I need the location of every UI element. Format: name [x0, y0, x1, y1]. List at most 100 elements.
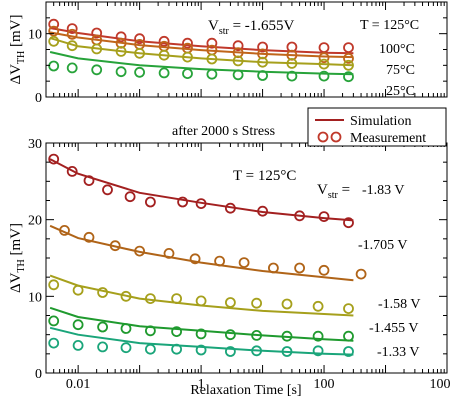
meas-point-p1-s1-0 — [59, 224, 70, 236]
meas-point-p1-s1-7 — [238, 257, 250, 269]
meas-point-p1-s2-9 — [281, 298, 293, 310]
meas-point-p0-s1-12 — [343, 53, 354, 64]
meas-point-p1-s2-10 — [312, 300, 324, 312]
meas-point-p0-s2-0 — [48, 35, 60, 47]
meas-point-p1-s2-11 — [343, 303, 354, 315]
meas-point-p0-s0-3 — [115, 31, 127, 43]
meas-point-p1-s1-8 — [267, 262, 279, 274]
meas-point-p1-s0-2 — [83, 175, 95, 187]
sim-line-p1-s4 — [49, 326, 354, 356]
sim-line-p1-s1 — [49, 224, 354, 282]
stress-caption: after 2000 s Stress — [172, 124, 275, 139]
meas-point-p0-s0-1 — [66, 23, 78, 35]
top-ticks: 0 10 — [28, 1, 448, 106]
meas-point-p0-s2-11 — [318, 58, 330, 70]
meas-point-p0-s2-3 — [115, 46, 127, 57]
y-tick-label-p1-0: 0 — [35, 367, 42, 382]
x-tick-label-2: 100 — [314, 377, 335, 392]
meas-point-p1-s2-0 — [48, 279, 60, 291]
meas-point-p1-s4-3 — [120, 342, 132, 354]
voltage-label-1: -1.83 V — [362, 183, 405, 198]
meas-point-p0-s1-1 — [66, 28, 78, 40]
meas-point-p1-s3-11 — [343, 330, 354, 342]
meas-point-p1-s0-10 — [294, 210, 306, 222]
sim-line-p0-s2 — [49, 37, 354, 67]
meas-point-p1-s0-5 — [144, 196, 156, 208]
meas-point-p0-s3-2 — [91, 64, 103, 76]
meas-point-p0-s1-11 — [318, 52, 330, 64]
meas-point-p0-s2-4 — [134, 47, 146, 59]
meas-point-p1-s3-4 — [144, 325, 156, 337]
meas-point-p0-s3-5 — [158, 67, 170, 79]
sim-line-p1-s3 — [49, 306, 354, 342]
meas-point-p1-s1-2 — [109, 240, 121, 252]
temperature-annotation: T = 125°C — [233, 168, 296, 184]
meas-point-p0-s0-9 — [257, 41, 269, 53]
meas-point-p1-s3-9 — [281, 330, 293, 342]
y-tick-label-p0-1: 10 — [28, 28, 42, 43]
meas-point-p0-s2-12 — [343, 59, 354, 71]
meas-point-p1-s0-9 — [257, 205, 269, 217]
meas-point-p1-s3-7 — [224, 329, 236, 341]
meas-point-p0-s0-8 — [232, 40, 244, 52]
meas-point-p0-s3-4 — [134, 66, 146, 78]
meas-point-p0-s0-5 — [158, 35, 170, 47]
meas-point-p1-s4-5 — [171, 343, 183, 355]
bottom-y-axis-label: ΔVTH [mV] — [8, 223, 27, 293]
temp-label-100: 100°C — [379, 42, 415, 57]
meas-point-p0-s1-0 — [48, 25, 60, 37]
meas-point-p0-s0-2 — [91, 27, 103, 39]
meas-point-p0-s2-5 — [158, 49, 170, 61]
top-panel: 0 10 ΔVTH [mV] Vstr = -1.655V T = 125°C 1… — [8, 1, 448, 106]
bottom-data-layer — [48, 153, 367, 357]
meas-point-p0-s3-3 — [115, 66, 127, 78]
meas-point-p1-s0-11 — [318, 211, 330, 223]
meas-point-p1-s4-11 — [343, 346, 354, 357]
meas-point-p0-s0-11 — [318, 42, 330, 53]
y-tick-label-p1-3: 30 — [28, 137, 42, 152]
legend: Simulation Measurement — [307, 107, 447, 147]
meas-point-p1-s2-8 — [251, 297, 263, 309]
meas-point-p1-s3-3 — [120, 323, 132, 334]
legend-simulation-label: Simulation — [350, 114, 411, 129]
meas-point-p1-s0-1 — [66, 165, 78, 177]
legend-measurement-marker-2 — [330, 131, 342, 143]
meas-point-p1-s0-4 — [124, 191, 136, 203]
meas-point-p1-s2-2 — [97, 287, 108, 298]
meas-point-p1-s2-5 — [171, 293, 183, 305]
legend-measurement-label: Measurement — [350, 131, 426, 146]
meas-point-p0-s2-6 — [182, 51, 193, 63]
meas-point-p1-s3-2 — [97, 321, 108, 333]
meas-point-p0-s3-6 — [182, 68, 193, 79]
meas-point-p1-s1-1 — [83, 231, 95, 243]
meas-point-p1-s1-5 — [189, 253, 201, 265]
meas-point-p1-s1-10 — [318, 264, 330, 276]
meas-point-p1-s3-10 — [312, 330, 324, 342]
meas-point-p0-s2-9 — [257, 56, 269, 68]
meas-point-p1-s3-1 — [72, 319, 84, 331]
temp-label-25: 25°C — [386, 84, 415, 99]
meas-point-p1-s2-1 — [72, 284, 84, 296]
y-tick-label-p1-1: 10 — [28, 290, 42, 305]
meas-point-p0-s2-8 — [232, 55, 244, 67]
legend-box — [307, 107, 447, 147]
meas-point-p0-s2-10 — [286, 58, 298, 69]
meas-point-p1-s2-3 — [120, 290, 132, 302]
meas-point-p0-s0-0 — [48, 18, 60, 30]
meas-point-p1-s0-0 — [48, 153, 60, 165]
x-axis-label: Relaxation Time [s] — [190, 383, 301, 398]
meas-point-p1-s2-7 — [224, 297, 236, 308]
meas-point-p1-s4-8 — [251, 345, 263, 357]
y-tick-label-p0-0: 0 — [35, 91, 42, 106]
temp-label-75: 75°C — [386, 63, 415, 78]
meas-point-p0-s3-7 — [206, 68, 218, 80]
meas-point-p1-s4-0 — [48, 337, 60, 349]
vstr-prefix: Vstr = — [317, 182, 350, 201]
voltage-label-4: -1.455 V — [369, 321, 419, 336]
x-tick-label-1: 1 — [198, 377, 205, 392]
sim-line-p1-s0 — [49, 158, 354, 222]
meas-point-p0-s0-7 — [206, 37, 218, 49]
meas-point-p1-s1-11 — [355, 268, 367, 280]
meas-point-p1-s4-1 — [72, 339, 84, 351]
